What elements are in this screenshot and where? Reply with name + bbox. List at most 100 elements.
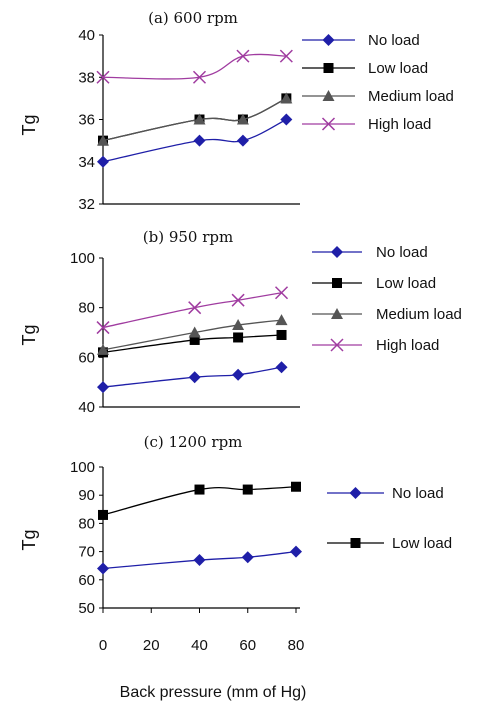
x-tick-label: 20: [143, 637, 160, 654]
y-tick-label: 50: [78, 600, 95, 617]
legend-label: Low load: [376, 275, 436, 292]
legend: No load Low load: [327, 485, 452, 552]
y-tick-label: 90: [78, 487, 95, 504]
series-line: [102, 550, 297, 570]
legend-marker: [350, 538, 361, 548]
panel-title: (a) 600 rpm: [148, 9, 238, 27]
legend-marker: [349, 487, 362, 499]
y-tick-label: 40: [78, 27, 95, 44]
y-axis-label: Tg: [19, 529, 39, 550]
axes: [102, 258, 300, 408]
data-point: [276, 329, 287, 340]
legend-marker: [323, 63, 334, 73]
data-point: [193, 554, 206, 567]
panel-950-rpm: (b) 950 rpm Tg 40 60 80 100 No load Low load…: [19, 228, 462, 416]
y-tick-label: 40: [78, 399, 95, 416]
data-point: [236, 49, 250, 63]
y-tick-label: 70: [78, 544, 95, 561]
plot-area: [97, 481, 302, 575]
plot-area: [96, 286, 289, 394]
x-tick-label: 0: [99, 637, 107, 654]
data-point: [97, 343, 109, 355]
data-point: [291, 481, 301, 492]
legend-marker: [330, 338, 344, 352]
y-axis-label: Tg: [19, 324, 39, 345]
panel-title: (b) 950 rpm: [143, 228, 233, 246]
data-point: [232, 319, 245, 331]
data-point: [231, 293, 245, 307]
series-line: [102, 118, 287, 163]
legend: No load Low load Medium load High load: [302, 32, 454, 133]
data-point: [241, 551, 254, 564]
data-point: [193, 113, 206, 125]
x-tick-label: 60: [239, 637, 256, 654]
x-tick-label: 40: [191, 637, 208, 654]
data-point: [275, 361, 288, 374]
legend-label: Low load: [368, 60, 428, 77]
data-point: [188, 301, 202, 315]
data-point: [242, 484, 253, 495]
series-line: [102, 97, 287, 142]
data-point: [189, 334, 200, 345]
legend: No load Low load Medium load High load: [312, 244, 462, 354]
data-point: [279, 49, 293, 63]
legend-marker: [331, 308, 343, 319]
data-point: [188, 371, 201, 384]
data-point: [97, 155, 109, 168]
series-line: [102, 334, 282, 354]
series-line: [102, 319, 282, 351]
data-point: [97, 134, 109, 146]
legend-label: Medium load: [368, 88, 454, 105]
axes: [102, 35, 300, 205]
data-point: [274, 286, 289, 300]
series-line: [102, 292, 282, 329]
series-line: [102, 366, 282, 388]
data-point: [236, 113, 249, 125]
legend-label: No load: [392, 485, 444, 502]
data-point: [236, 134, 249, 147]
x-ticks: 0 20 40 60 80: [99, 608, 305, 654]
plot-area: [96, 49, 293, 168]
y-ticks: 50 60 70 80 90 100: [70, 459, 103, 617]
y-tick-label: 36: [78, 112, 95, 129]
data-point: [96, 321, 110, 335]
data-point: [97, 381, 109, 394]
data-point: [96, 70, 110, 84]
legend-label: Medium load: [376, 306, 462, 323]
y-tick-label: 80: [78, 300, 95, 317]
legend-marker: [321, 117, 336, 131]
x-tick-label: 80: [288, 637, 305, 654]
y-ticks: 40 60 80 100: [70, 250, 103, 416]
panel-title: (c) 1200 rpm: [144, 433, 243, 451]
x-axis-label: Back pressure (mm of Hg): [120, 684, 307, 701]
y-ticks: 32 34 36 38 40: [78, 27, 103, 213]
legend-label: High load: [368, 116, 431, 133]
legend-marker: [331, 246, 343, 258]
series-line: [102, 486, 297, 516]
legend-marker: [322, 34, 335, 46]
data-point: [193, 134, 206, 147]
legend-label: Low load: [392, 535, 452, 552]
y-tick-label: 80: [78, 515, 95, 532]
data-point: [280, 113, 293, 126]
legend-label: High load: [376, 337, 439, 354]
axes: [102, 467, 300, 609]
y-tick-label: 60: [78, 349, 95, 366]
series-line: [102, 53, 287, 80]
y-tick-label: 60: [78, 572, 95, 589]
data-point: [280, 92, 293, 104]
data-point: [275, 314, 288, 326]
y-tick-label: 34: [78, 154, 95, 171]
data-point: [233, 332, 244, 343]
data-point: [290, 545, 302, 558]
data-point: [194, 484, 205, 495]
legend-marker: [322, 90, 335, 101]
y-tick-label: 32: [78, 196, 95, 213]
panel-600-rpm: (a) 600 rpm Tg 32 34 36 38 40 No load Low loa…: [19, 9, 454, 213]
data-point: [192, 70, 207, 84]
data-point: [98, 509, 108, 520]
data-point: [188, 326, 201, 338]
data-point: [97, 562, 109, 575]
panel-1200-rpm: (c) 1200 rpm Tg 50 60 70 80 90 100 No load Low…: [19, 433, 452, 617]
